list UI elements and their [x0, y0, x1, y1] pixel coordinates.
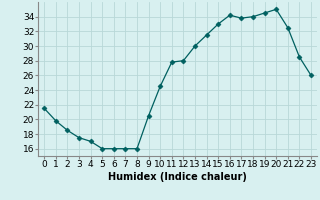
X-axis label: Humidex (Indice chaleur): Humidex (Indice chaleur)	[108, 172, 247, 182]
